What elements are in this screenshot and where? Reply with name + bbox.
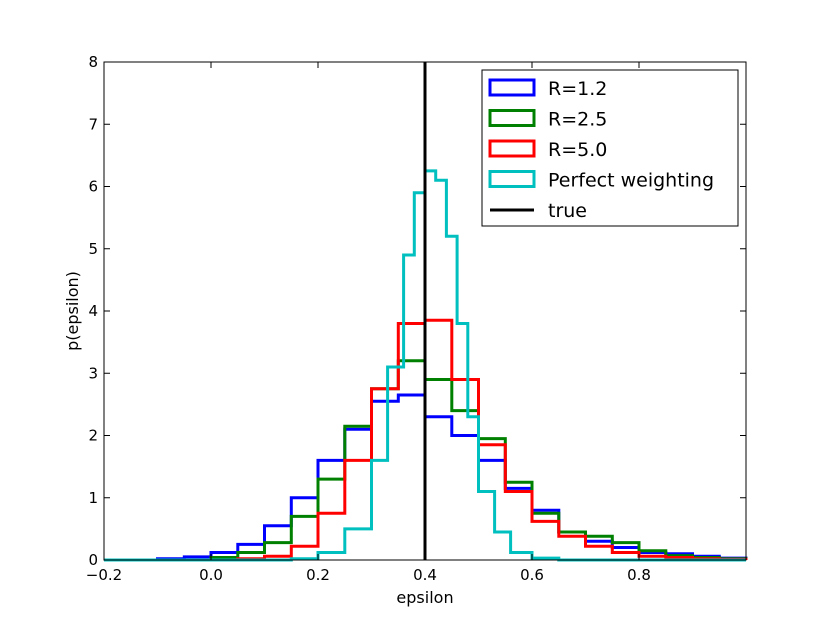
ticks-layer: −0.2 0.0 0.2 0.4 0.6 0.8 0 1 2 3 4 5 6 7 8: [86, 53, 746, 584]
y-tick-label: 6: [88, 178, 98, 196]
y-tick-label: 7: [88, 115, 98, 133]
legend-box: [481, 69, 739, 227]
series-1-line: [104, 393, 748, 562]
legend-swatch: [488, 139, 536, 158]
legend-label: Perfect weighting: [548, 170, 714, 192]
legend-label: R=2.5: [548, 109, 607, 131]
x-tick-label: 0.4: [413, 566, 437, 584]
x-tick-label: 0.8: [627, 566, 651, 584]
series-layer: [104, 169, 748, 562]
legend-swatch: [488, 109, 536, 127]
x-tick-label: 0.6: [520, 566, 544, 584]
legend: R=1.2 R=2.5 R=5.0 Perfect weighting true: [481, 69, 739, 227]
series-2-line: [104, 359, 748, 562]
y-tick-label: 5: [88, 240, 98, 258]
x-tick-label: 0.0: [199, 566, 223, 584]
y-tick-label: 4: [88, 302, 98, 320]
series-4-line: [104, 169, 746, 562]
y-tick-label: 2: [88, 427, 98, 445]
series-3-line: [104, 318, 748, 562]
x-axis-label: epsilon: [396, 588, 453, 607]
y-tick-label: 3: [88, 364, 98, 382]
legend-swatch: [488, 170, 536, 188]
legend-label: R=1.2: [548, 78, 607, 100]
legend-label: true: [548, 200, 587, 222]
legend-items: R=1.2 R=2.5 R=5.0 Perfect weighting true: [488, 78, 714, 222]
legend-label: R=5.0: [548, 139, 607, 161]
y-tick-label: 1: [88, 489, 98, 507]
legend-swatch: [488, 78, 536, 97]
x-tick-label: −0.2: [86, 566, 122, 584]
x-tick-label: 0.2: [306, 566, 330, 584]
y-tick-label: 0: [88, 551, 98, 569]
y-axis-label: p(epsilon): [63, 271, 82, 351]
y-tick-label: 8: [88, 53, 98, 71]
